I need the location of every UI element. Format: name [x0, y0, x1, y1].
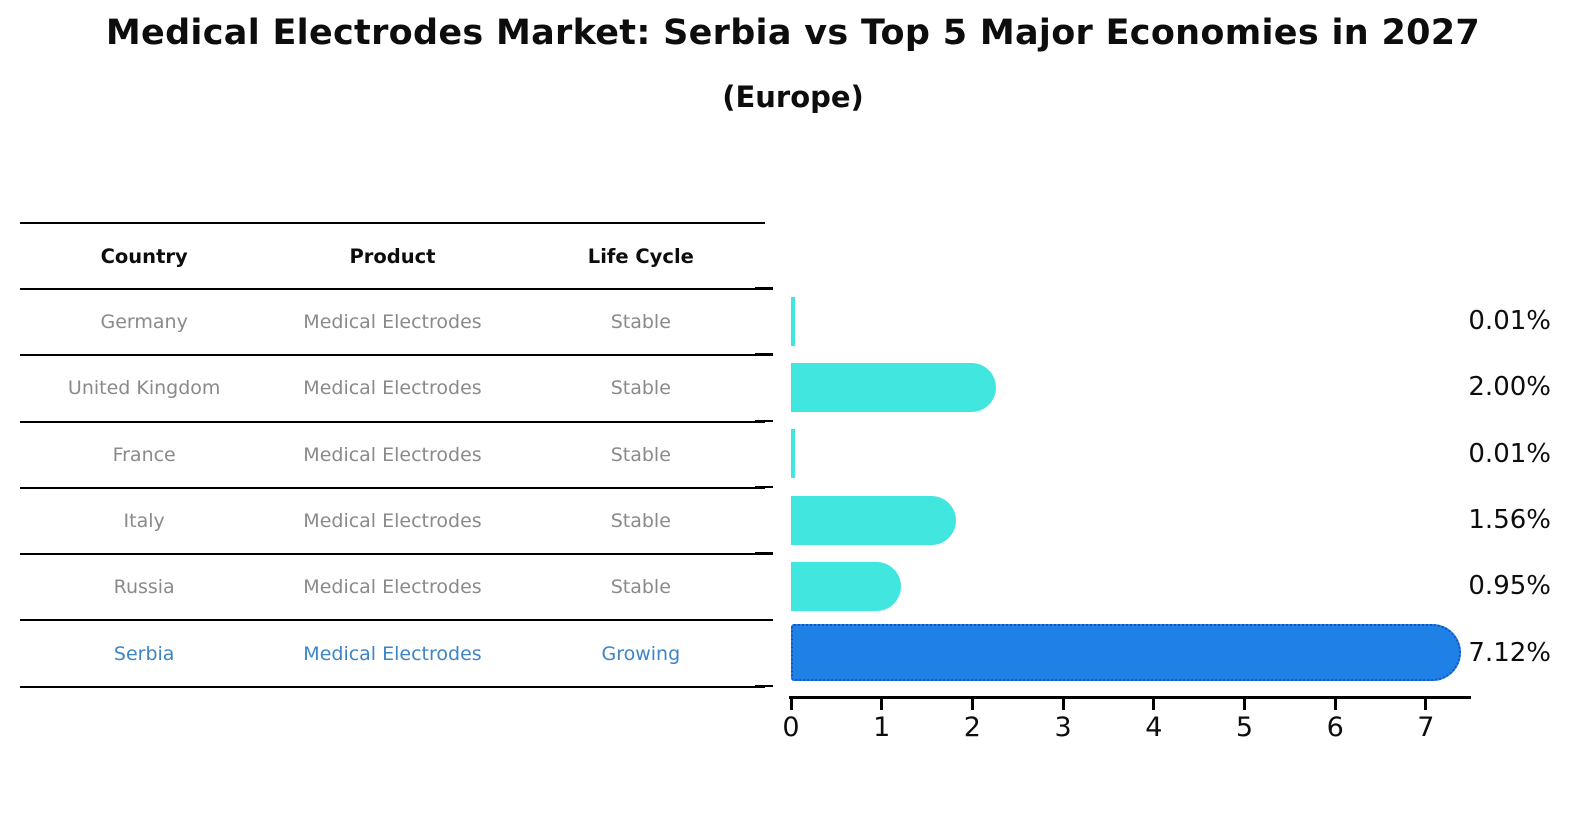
x-tick-mark — [1424, 699, 1428, 710]
y-tick-mark — [755, 684, 773, 688]
table-row-france: France Medical Electrodes Stable — [20, 423, 765, 489]
bar-row-italy — [791, 487, 1473, 553]
x-tick-label: 5 — [1235, 712, 1254, 743]
y-tick-mark — [755, 618, 773, 621]
bar-row-serbia — [791, 619, 1473, 685]
table-row-russia: Russia Medical Electrodes Stable — [20, 555, 765, 622]
life-cycle-cell: Growing — [601, 642, 681, 665]
country-cell: Russia — [113, 576, 175, 599]
country-cell: Serbia — [113, 642, 175, 665]
x-tick-label: 0 — [782, 712, 800, 743]
table-row-united-kingdom: United Kingdom Medical Electrodes Stable — [20, 356, 765, 423]
x-axis-line — [789, 696, 1471, 699]
y-tick-mark — [755, 485, 773, 489]
table-body: Germany Medical Electrodes Stable United Ki… — [20, 290, 765, 688]
product-cell: Medical Electrodes — [303, 642, 482, 665]
country-cell: Italy — [123, 510, 165, 533]
column-header-life-cycle: Life Cycle — [587, 244, 694, 268]
life-cycle-cell: Stable — [610, 311, 671, 334]
value-label-germany: 0.01% — [1468, 306, 1551, 337]
x-tick-mark — [1243, 699, 1246, 710]
bar-italy — [791, 495, 957, 545]
table-row-germany: Germany Medical Electrodes Stable — [20, 290, 765, 357]
bar-russia — [791, 561, 902, 611]
x-tick-mark — [1061, 699, 1065, 710]
value-label-france: 0.01% — [1468, 438, 1551, 469]
x-tick-label: 1 — [873, 712, 891, 743]
x-tick-mark — [970, 699, 974, 710]
table-row-italy: Italy Medical Electrodes Stable — [20, 489, 765, 556]
y-tick-mark — [755, 419, 773, 423]
life-cycle-cell: Stable — [610, 377, 671, 400]
table-row-serbia: Serbia Medical Electrodes Growing — [20, 621, 765, 688]
product-cell: Medical Electrodes — [303, 377, 482, 400]
bar-row-russia — [791, 553, 1473, 619]
bar-france — [791, 429, 795, 479]
x-tick-label: 4 — [1145, 712, 1163, 743]
page-title: Medical Electrodes Market: Serbia vs Top… — [105, 13, 1481, 53]
x-tick-label: 7 — [1417, 712, 1435, 743]
country-table: Country Product Life Cycle Germany Medica… — [20, 222, 765, 688]
y-tick-mark — [755, 552, 773, 555]
product-cell: Medical Electrodes — [303, 443, 482, 466]
bar-serbia — [791, 624, 1461, 682]
life-cycle-cell: Stable — [610, 510, 671, 533]
life-cycle-cell: Stable — [610, 576, 671, 599]
product-cell: Medical Electrodes — [303, 311, 482, 334]
x-tick-label: 6 — [1326, 712, 1344, 743]
y-tick-mark — [755, 353, 773, 356]
bar-row-france — [791, 421, 1473, 487]
bar-row-germany — [791, 288, 1473, 354]
plot-area — [791, 288, 1473, 686]
x-tick-mark — [789, 699, 793, 710]
bar-row-united-kingdom — [791, 354, 1473, 420]
product-cell: Medical Electrodes — [303, 576, 482, 599]
page-subtitle: (Europe) — [722, 80, 864, 114]
country-cell: France — [112, 443, 176, 466]
x-tick-label: 3 — [1054, 712, 1072, 743]
value-label-italy: 1.56% — [1468, 505, 1551, 536]
y-tick-mark — [755, 287, 773, 290]
life-cycle-cell: Stable — [610, 443, 671, 466]
x-tick-mark — [1333, 699, 1337, 710]
bar-germany — [791, 296, 795, 346]
table-header-row: Country Product Life Cycle — [20, 224, 765, 290]
column-header-country: Country — [100, 244, 188, 268]
country-cell: Germany — [100, 311, 188, 334]
x-tick-mark — [1152, 699, 1156, 710]
column-header-product: Product — [349, 244, 436, 268]
x-tick-label: 2 — [963, 712, 981, 743]
x-tick-mark — [880, 699, 884, 710]
product-cell: Medical Electrodes — [303, 510, 482, 533]
value-label-united-kingdom: 2.00% — [1468, 372, 1551, 403]
country-cell: United Kingdom — [67, 377, 221, 400]
value-label-serbia: 7.12% — [1468, 637, 1551, 668]
value-label-russia: 0.95% — [1468, 571, 1551, 602]
bar-united-kingdom — [791, 362, 997, 412]
